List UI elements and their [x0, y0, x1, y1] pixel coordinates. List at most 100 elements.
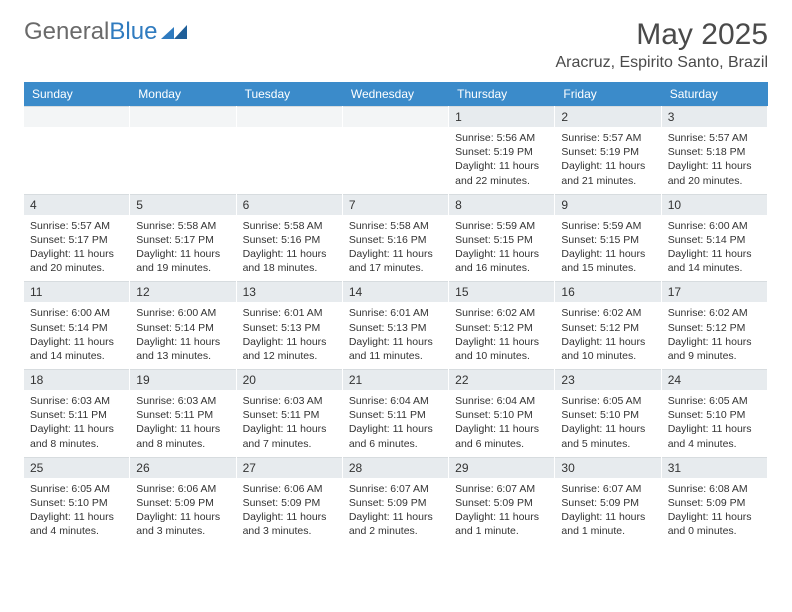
cell-line: Sunset: 5:15 PM: [455, 233, 548, 247]
cell-line: Sunrise: 6:00 AM: [136, 306, 229, 320]
cell-body: Sunrise: 6:04 AMSunset: 5:11 PMDaylight:…: [343, 390, 448, 457]
weekday-header: Saturday: [662, 82, 768, 106]
day-number: 19: [130, 369, 235, 390]
cell-body: Sunrise: 6:03 AMSunset: 5:11 PMDaylight:…: [130, 390, 235, 457]
cell-body: [130, 127, 235, 185]
cell-line: Sunset: 5:14 PM: [668, 233, 761, 247]
cell-line: Daylight: 11 hours and 19 minutes.: [136, 247, 229, 275]
cell-line: Daylight: 11 hours and 1 minute.: [561, 510, 654, 538]
day-number: 23: [555, 369, 660, 390]
day-number: 30: [555, 457, 660, 478]
weekday-header: Friday: [555, 82, 661, 106]
weekday-header: Wednesday: [343, 82, 449, 106]
calendar-cell: 16Sunrise: 6:02 AMSunset: 5:12 PMDayligh…: [555, 281, 661, 369]
cell-line: Sunrise: 6:02 AM: [561, 306, 654, 320]
calendar-cell: 25Sunrise: 6:05 AMSunset: 5:10 PMDayligh…: [24, 457, 130, 545]
cell-line: Sunset: 5:18 PM: [668, 145, 761, 159]
day-number: [343, 106, 448, 127]
weekday-header: Monday: [130, 82, 236, 106]
cell-line: Sunrise: 5:58 AM: [243, 219, 336, 233]
cell-line: Daylight: 11 hours and 20 minutes.: [668, 159, 761, 187]
cell-line: Sunset: 5:09 PM: [136, 496, 229, 510]
cell-line: Daylight: 11 hours and 7 minutes.: [243, 422, 336, 450]
cell-line: Daylight: 11 hours and 9 minutes.: [668, 335, 761, 363]
cell-line: Sunrise: 5:57 AM: [561, 131, 654, 145]
day-number: 31: [662, 457, 767, 478]
cell-line: Sunrise: 6:04 AM: [349, 394, 442, 408]
cell-line: Sunrise: 6:05 AM: [668, 394, 761, 408]
calendar-cell: 27Sunrise: 6:06 AMSunset: 5:09 PMDayligh…: [237, 457, 343, 545]
cell-line: Sunset: 5:10 PM: [455, 408, 548, 422]
day-number: 24: [662, 369, 767, 390]
cell-body: Sunrise: 5:57 AMSunset: 5:18 PMDaylight:…: [662, 127, 767, 194]
cell-line: Sunrise: 6:00 AM: [668, 219, 761, 233]
day-number: 10: [662, 194, 767, 215]
logo: GeneralBlue: [24, 18, 187, 46]
header: GeneralBlue May 2025 Aracruz, Espirito S…: [24, 18, 768, 72]
cell-line: Sunrise: 6:04 AM: [455, 394, 548, 408]
day-number: 21: [343, 369, 448, 390]
cell-line: Sunset: 5:13 PM: [349, 321, 442, 335]
cell-body: Sunrise: 6:02 AMSunset: 5:12 PMDaylight:…: [662, 302, 767, 369]
cell-line: Sunset: 5:17 PM: [136, 233, 229, 247]
day-number: 9: [555, 194, 660, 215]
calendar-cell: 21Sunrise: 6:04 AMSunset: 5:11 PMDayligh…: [343, 369, 449, 457]
day-number: [24, 106, 129, 127]
cell-line: Daylight: 11 hours and 14 minutes.: [668, 247, 761, 275]
calendar-cell: 23Sunrise: 6:05 AMSunset: 5:10 PMDayligh…: [555, 369, 661, 457]
cell-line: Sunrise: 5:58 AM: [349, 219, 442, 233]
cell-body: Sunrise: 6:05 AMSunset: 5:10 PMDaylight:…: [662, 390, 767, 457]
cell-line: Sunset: 5:17 PM: [30, 233, 123, 247]
cell-line: Sunrise: 6:06 AM: [243, 482, 336, 496]
cell-line: Sunrise: 5:59 AM: [455, 219, 548, 233]
cell-line: Sunset: 5:10 PM: [668, 408, 761, 422]
calendar-cell: 24Sunrise: 6:05 AMSunset: 5:10 PMDayligh…: [662, 369, 768, 457]
cell-line: Sunset: 5:09 PM: [455, 496, 548, 510]
cell-line: Sunset: 5:13 PM: [243, 321, 336, 335]
day-number: 29: [449, 457, 554, 478]
logo-word-1: General: [24, 18, 109, 45]
cell-line: Daylight: 11 hours and 0 minutes.: [668, 510, 761, 538]
day-number: [237, 106, 342, 127]
cell-body: Sunrise: 6:02 AMSunset: 5:12 PMDaylight:…: [449, 302, 554, 369]
cell-body: Sunrise: 5:59 AMSunset: 5:15 PMDaylight:…: [449, 215, 554, 282]
calendar-cell: [237, 106, 343, 194]
calendar: SundayMondayTuesdayWednesdayThursdayFrid…: [24, 82, 768, 544]
cell-body: [343, 127, 448, 185]
cell-line: Sunrise: 5:56 AM: [455, 131, 548, 145]
cell-body: Sunrise: 6:00 AMSunset: 5:14 PMDaylight:…: [24, 302, 129, 369]
calendar-cell: [130, 106, 236, 194]
calendar-cell: 1Sunrise: 5:56 AMSunset: 5:19 PMDaylight…: [449, 106, 555, 194]
cell-line: Sunrise: 6:03 AM: [30, 394, 123, 408]
cell-line: Sunset: 5:10 PM: [30, 496, 123, 510]
cell-body: Sunrise: 5:57 AMSunset: 5:17 PMDaylight:…: [24, 215, 129, 282]
cell-body: Sunrise: 5:58 AMSunset: 5:17 PMDaylight:…: [130, 215, 235, 282]
calendar-cell: [343, 106, 449, 194]
cell-body: Sunrise: 6:07 AMSunset: 5:09 PMDaylight:…: [449, 478, 554, 545]
calendar-cell: 10 Sunrise: 6:00 AMSunset: 5:14 PMDayligh…: [662, 194, 768, 282]
cell-line: Sunrise: 5:58 AM: [136, 219, 229, 233]
cell-line: Daylight: 11 hours and 4 minutes.: [668, 422, 761, 450]
cell-line: Daylight: 11 hours and 1 minute.: [455, 510, 548, 538]
calendar-cell: 19Sunrise: 6:03 AMSunset: 5:11 PMDayligh…: [130, 369, 236, 457]
cell-line: Sunset: 5:12 PM: [668, 321, 761, 335]
cell-line: Sunrise: 6:00 AM: [30, 306, 123, 320]
cell-line: Sunset: 5:16 PM: [243, 233, 336, 247]
day-number: 18: [24, 369, 129, 390]
cell-line: Daylight: 11 hours and 10 minutes.: [455, 335, 548, 363]
cell-body: Sunrise: 6:06 AMSunset: 5:09 PMDaylight:…: [237, 478, 342, 545]
cell-line: Sunset: 5:11 PM: [136, 408, 229, 422]
day-number: 26: [130, 457, 235, 478]
cell-line: Sunset: 5:19 PM: [561, 145, 654, 159]
cell-line: Sunset: 5:15 PM: [561, 233, 654, 247]
cell-line: Daylight: 11 hours and 3 minutes.: [136, 510, 229, 538]
cell-body: Sunrise: 6:03 AMSunset: 5:11 PMDaylight:…: [24, 390, 129, 457]
cell-line: Sunset: 5:11 PM: [30, 408, 123, 422]
cell-line: Daylight: 11 hours and 20 minutes.: [30, 247, 123, 275]
cell-line: Sunset: 5:09 PM: [349, 496, 442, 510]
cell-line: Daylight: 11 hours and 10 minutes.: [561, 335, 654, 363]
calendar-cell: 6Sunrise: 5:58 AMSunset: 5:16 PMDaylight…: [237, 194, 343, 282]
cell-line: Daylight: 11 hours and 18 minutes.: [243, 247, 336, 275]
cell-body: Sunrise: 6:00 AMSunset: 5:14 PMDaylight:…: [130, 302, 235, 369]
cell-body: Sunrise: 6:07 AMSunset: 5:09 PMDaylight:…: [343, 478, 448, 545]
